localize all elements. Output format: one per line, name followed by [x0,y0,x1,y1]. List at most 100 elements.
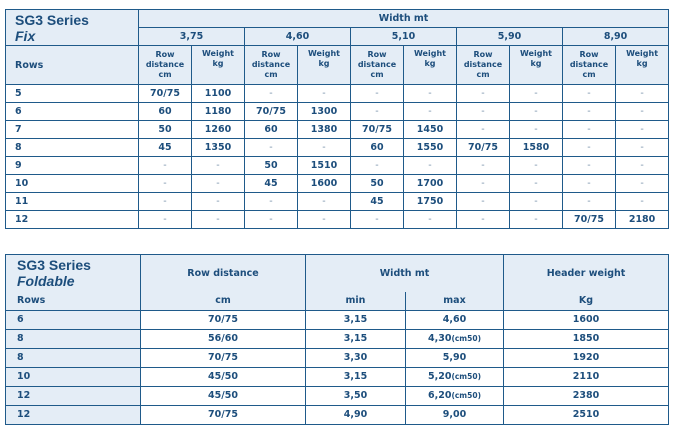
header-weight-header: Header weight [503,254,669,292]
width-value: 5,10 [350,27,457,46]
cell: 70/75 [138,84,192,103]
table-row: 11- - - -45 1750- - - - [5,192,670,211]
cell: 1600 [297,174,351,193]
max-value: 4,30(cm50) [405,328,504,349]
header-weight-value: 1920 [503,347,669,368]
row-distance-header: Row distance cm [138,45,192,85]
cell: - [191,192,245,211]
rows-value: 6 [5,102,139,121]
cell: - [456,192,510,211]
rows-value: 12 [5,404,141,425]
table-row: 8 70/75 3,30 5,90 1920 [5,347,669,368]
cell: - [509,210,563,229]
cell: 1350 [191,138,245,157]
series-subtitle: Foldable [17,273,75,289]
cell: 1700 [403,174,457,193]
weight-header: Weight kg [614,45,670,85]
cell: 1450 [403,120,457,139]
cell: - [297,138,351,157]
row-distance-value: 70/75 [140,309,306,330]
cell: - [138,156,192,175]
row-distance-header: Row distance [140,254,306,292]
cell: 1750 [403,192,457,211]
rows-header: Rows [5,45,139,85]
cell: - [562,138,616,157]
width-value: 3,75 [138,27,245,46]
width-value: 5,90 [456,27,563,46]
cell: - [509,102,563,121]
weight-header: Weight kg [509,45,563,85]
cell: - [297,210,351,229]
cell: - [403,156,457,175]
table-row: 9- -50 1510- - - - - - [5,156,670,175]
row-distance-value: 45/50 [140,366,306,387]
cell: - [562,120,616,139]
cell: - [456,210,510,229]
min-value: 3,15 [305,366,406,387]
cell: 1380 [297,120,351,139]
series-title: SG3 Series [17,257,91,273]
max-value: 4,60 [405,309,504,330]
cell: 50 [244,156,298,175]
table-row: 10 45/50 3,15 5,20(cm50) 2110 [5,366,669,387]
cell: - [614,138,670,157]
row-distance-value: 70/75 [140,404,306,425]
rows-value: 5 [5,84,139,103]
cell: - [350,156,404,175]
max-value: 6,20(cm50) [405,385,504,406]
row-distance-header: Row distance cm [244,45,298,85]
cell: - [614,84,670,103]
width-header: Width mt [305,254,504,292]
cell: 60 [350,138,404,157]
cell: - [614,192,670,211]
weight-header: Weight kg [297,45,351,85]
cell: 45 [244,174,298,193]
table-row: 5 70/75 1100- - - - - - - - [5,84,670,103]
header-weight-value: 1600 [503,309,669,330]
weight-header: Weight kg [403,45,457,85]
cell: - [456,120,510,139]
cell: 50 [350,174,404,193]
cell: - [509,174,563,193]
header-weight-value: 2510 [503,404,669,425]
min-value: 3,15 [305,309,406,330]
table-row: 7 50 1260 60 1380 70/75 1450- - - - [5,120,670,139]
min-header: min [305,291,406,311]
cell: - [509,120,563,139]
min-value: 4,90 [305,404,406,425]
cell: - [614,102,670,121]
cell: - [138,174,192,193]
rows-value: 10 [5,174,139,193]
table-row: 12 45/50 3,50 6,20(cm50) 2380 [5,385,669,406]
row-distance-value: 56/60 [140,328,306,349]
cell: - [350,102,404,121]
cell: - [456,174,510,193]
cell: - [509,192,563,211]
cell: - [244,210,298,229]
cell: - [297,84,351,103]
weight-header: Weight kg [191,45,245,85]
cell: - [350,84,404,103]
cell: 60 [138,102,192,121]
cell: - [614,120,670,139]
kg-header: Kg [503,291,669,311]
table-row: 8 56/60 3,15 4,30(cm50) 1850 [5,328,669,349]
cell: 1100 [191,84,245,103]
cell: - [509,84,563,103]
cell: 60 [244,120,298,139]
min-value: 3,15 [305,328,406,349]
cell: - [562,102,616,121]
cell: 70/75 [456,138,510,157]
cell: - [138,210,192,229]
cell: 1300 [297,102,351,121]
cell: - [191,156,245,175]
cell: - [403,102,457,121]
max-value: 5,20(cm50) [405,366,504,387]
rows-value: 8 [5,138,139,157]
cell: 70/75 [562,210,616,229]
cell: - [614,156,670,175]
row-distance-unit: cm [140,291,306,311]
rows-value: 12 [5,385,141,406]
cell: - [191,174,245,193]
max-value: 9,00 [405,404,504,425]
